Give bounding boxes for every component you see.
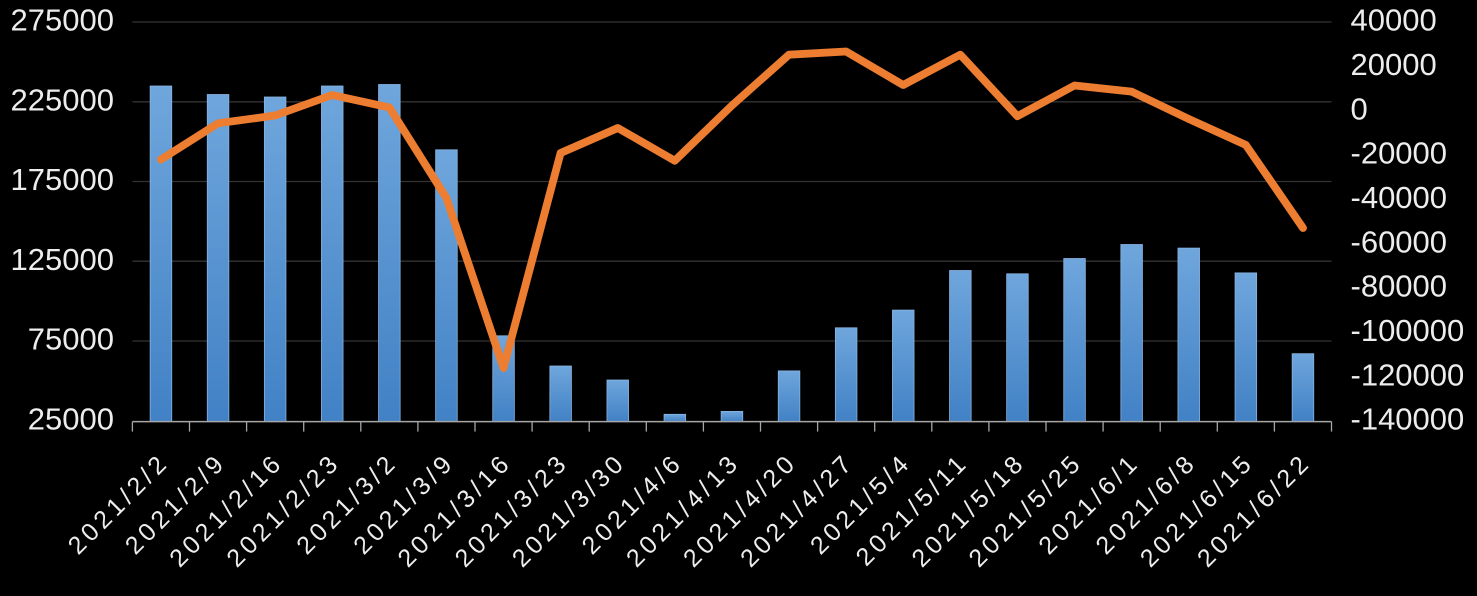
svg-text:-60000: -60000 bbox=[1351, 224, 1448, 259]
svg-text:-140000: -140000 bbox=[1351, 402, 1465, 437]
svg-text:-100000: -100000 bbox=[1351, 313, 1465, 348]
svg-text:20000: 20000 bbox=[1351, 47, 1437, 82]
svg-text:-80000: -80000 bbox=[1351, 269, 1448, 304]
svg-text:-120000: -120000 bbox=[1351, 357, 1465, 392]
svg-text:175000: 175000 bbox=[11, 162, 114, 197]
svg-text:125000: 125000 bbox=[11, 242, 114, 277]
svg-text:0: 0 bbox=[1351, 91, 1368, 126]
svg-text:225000: 225000 bbox=[11, 83, 114, 118]
svg-text:25000: 25000 bbox=[28, 401, 114, 436]
svg-text:-40000: -40000 bbox=[1351, 180, 1448, 215]
svg-text:-20000: -20000 bbox=[1351, 136, 1448, 171]
svg-text:75000: 75000 bbox=[28, 322, 114, 357]
svg-text:275000: 275000 bbox=[11, 3, 114, 38]
svg-text:40000: 40000 bbox=[1351, 3, 1437, 38]
